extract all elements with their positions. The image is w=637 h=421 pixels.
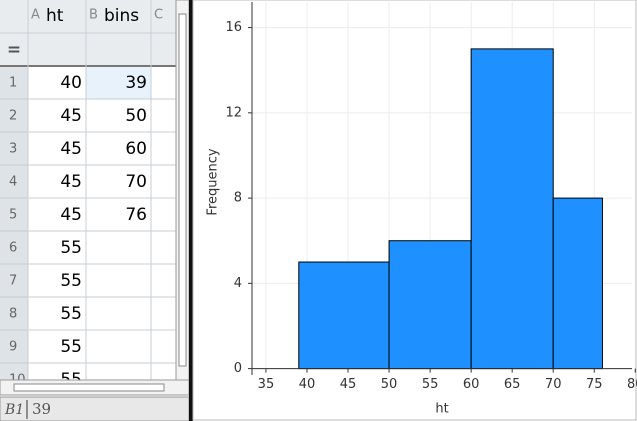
status-value: 39 (32, 400, 51, 418)
y-tick-label: 4 (234, 276, 242, 291)
y-axis-label: Frequency (206, 148, 221, 215)
row-number: 1 (9, 76, 17, 91)
column-letter: A (31, 8, 40, 23)
cell-ht: 55 (60, 238, 82, 258)
status-cell: B1 (4, 402, 24, 418)
column-name: ht (46, 6, 64, 26)
h-scroll-thumb[interactable] (13, 383, 165, 392)
cell-ht: 55 (60, 337, 82, 357)
row-number: 3 (9, 142, 17, 157)
column-letter: C (154, 8, 163, 23)
cell-ht: 40 (60, 73, 82, 93)
y-tick-label: 8 (234, 191, 242, 206)
y-tick-label: 12 (225, 105, 242, 120)
formula-symbol: = (7, 40, 21, 60)
x-tick-label: 35 (258, 377, 275, 392)
plot-frame (192, 0, 637, 421)
y-tick-label: 0 (234, 361, 242, 376)
cell-ht: 45 (60, 172, 82, 192)
row-number: 5 (9, 208, 17, 223)
cell-ht: 45 (60, 139, 82, 159)
x-axis-label: ht (435, 402, 448, 417)
cell-ht: 55 (60, 304, 82, 324)
x-tick-label: 40 (299, 377, 316, 392)
x-tick-label: 80 (627, 377, 637, 392)
cell-ht: 45 (60, 205, 82, 225)
row-number-bg (0, 66, 28, 380)
column-letter: B (89, 8, 98, 23)
v-scroll-thumb[interactable] (178, 13, 187, 367)
cell-ht: 55 (60, 370, 82, 390)
status-bar (0, 396, 190, 421)
x-tick-label: 45 (340, 377, 357, 392)
x-tick-label: 65 (504, 377, 521, 392)
column-name: bins (104, 6, 139, 26)
cell-bins: 39 (125, 73, 147, 93)
bar (298, 261, 390, 370)
row-number: 4 (9, 175, 17, 190)
x-tick-label: 55 (422, 377, 439, 392)
row-number: 9 (9, 340, 17, 355)
selected-cell[interactable] (86, 67, 151, 99)
row-number: 2 (9, 109, 17, 124)
row-number: 8 (9, 307, 17, 322)
cell-ht: 45 (60, 106, 82, 126)
cell-ht: 55 (60, 271, 82, 291)
x-tick-label: 50 (381, 377, 398, 392)
divider (189, 0, 193, 421)
bar (470, 48, 554, 370)
cell-bins: 70 (125, 172, 147, 192)
row-number: 6 (9, 241, 17, 256)
x-tick-label: 60 (463, 377, 480, 392)
cell-bins: 76 (125, 205, 147, 225)
bar (552, 197, 603, 370)
row-number: 10 (9, 373, 26, 388)
cell-bins: 50 (125, 106, 147, 126)
cell-bins: 60 (125, 139, 147, 159)
x-tick-label: 75 (586, 377, 603, 392)
x-tick-label: 70 (545, 377, 562, 392)
y-tick-label: 16 (225, 20, 242, 35)
row-number: 7 (9, 274, 17, 289)
bar (388, 240, 472, 370)
